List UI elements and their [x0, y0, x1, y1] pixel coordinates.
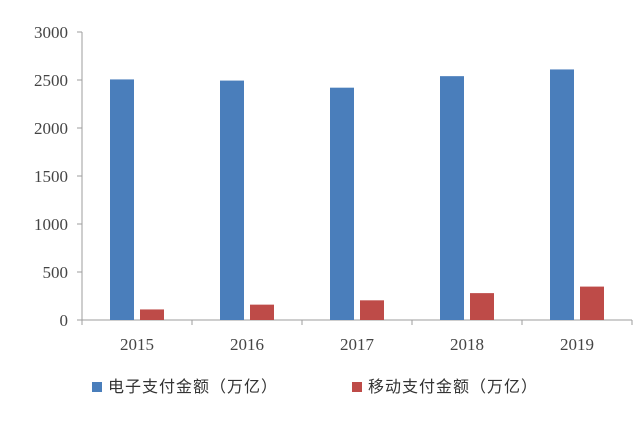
mobile-payment-bar-2017: [360, 300, 384, 320]
electronic-payment-bar-2018: [440, 76, 464, 320]
legend-swatch: [352, 382, 362, 392]
y-tick-label: 2500: [34, 71, 68, 90]
y-tick-label: 1000: [34, 215, 68, 234]
mobile-payment-bar-2016: [250, 304, 274, 320]
mobile-payment-bar-2015: [140, 309, 164, 320]
mobile-payment-bar-2019: [580, 286, 604, 320]
x-tick-label: 2015: [120, 335, 154, 354]
x-tick-label: 2017: [340, 335, 375, 354]
mobile-payment-bar-2018: [470, 293, 494, 320]
x-tick-label: 2019: [560, 335, 594, 354]
axes: [81, 32, 632, 321]
x-tick-labels: 2015 2016 2017 2018 2019: [81, 320, 633, 354]
electronic-payment-bar-2015: [110, 79, 134, 320]
x-tick-label: 2016: [230, 335, 264, 354]
electronic-payment-bar-2017: [330, 87, 354, 321]
legend-swatch: [92, 382, 102, 392]
legend-label: 移动支付金额（万亿）: [368, 377, 538, 396]
y-tick-label: 500: [43, 263, 69, 282]
y-tick-label: 3000: [34, 23, 68, 42]
electronic-payment-bar-2019: [550, 69, 574, 320]
y-tick-label: 1500: [34, 167, 68, 186]
y-tick-labels: 0 500 1000 1500 2000 2500 3000: [34, 23, 82, 330]
y-tick-label: 0: [60, 311, 69, 330]
y-tick-label: 2000: [34, 119, 68, 138]
x-tick-label: 2018: [450, 335, 484, 354]
electronic-payment-bar-2016: [220, 80, 244, 321]
legend-label: 电子支付金额（万亿）: [108, 377, 278, 396]
legend: 电子支付金额（万亿） 移动支付金额（万亿）: [92, 377, 538, 396]
bars: [110, 69, 604, 321]
